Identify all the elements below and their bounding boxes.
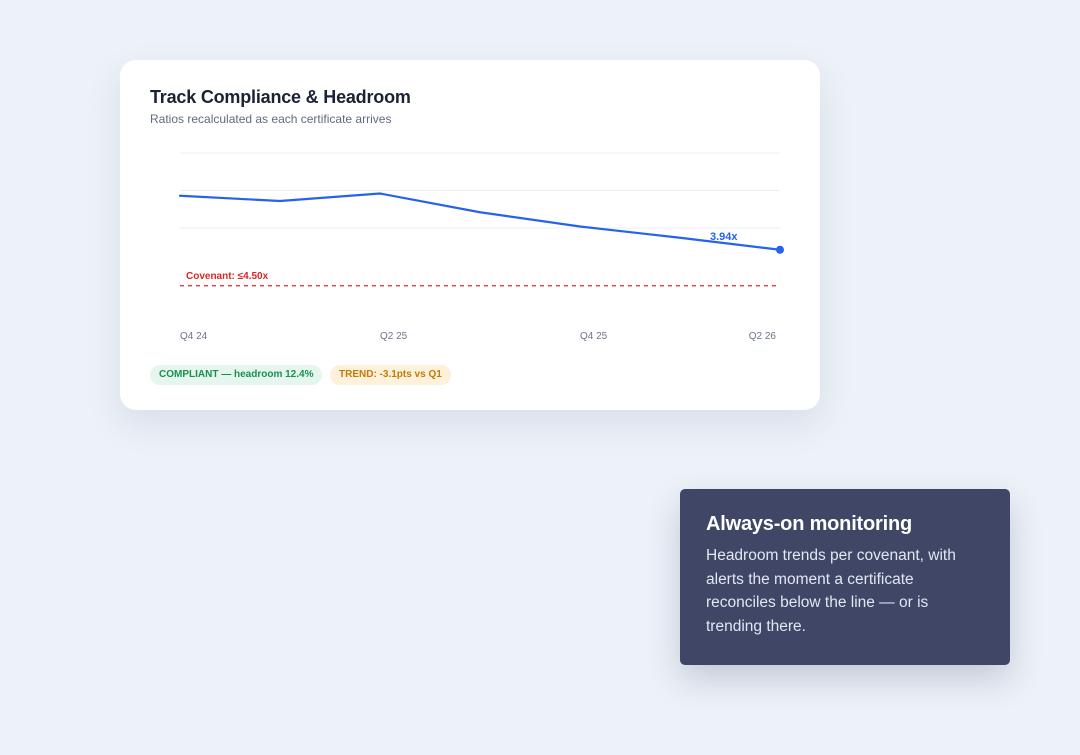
status-badge: COMPLIANT — headroom 12.4% xyxy=(150,365,323,385)
series-line xyxy=(178,192,782,251)
trend-badge: TREND: -3.1pts vs Q1 xyxy=(330,365,451,385)
callout-title: Always-on monitoring xyxy=(706,513,913,535)
x-tick-label-0: Q4 24 xyxy=(180,331,208,342)
card-title: Track Compliance & Headroom xyxy=(150,87,411,107)
data-label-last: 3.94x xyxy=(710,231,738,243)
x-tick-label-1: Q2 25 xyxy=(380,331,408,342)
x-tick-label-3: Q2 26 xyxy=(749,331,777,342)
compliance-card: Track Compliance & Headroom Ratios recal… xyxy=(120,60,820,410)
covenant-threshold-label: Covenant: ≤4.50x xyxy=(186,271,269,282)
callout-body: Headroom trends per covenant, with alert… xyxy=(706,547,956,635)
card-subtitle: Ratios recalculated as each certificate … xyxy=(150,112,392,126)
point-q2-26 xyxy=(776,245,784,254)
x-tick-label-2: Q4 25 xyxy=(580,331,608,342)
monitoring-callout: Always-on monitoring Headroom trends per… xyxy=(680,489,1010,665)
ratio-line-chart: Covenant: ≤4.50x 3.94x Q4 24 Q2 25 Q4 25 Q2 2… xyxy=(178,152,784,342)
